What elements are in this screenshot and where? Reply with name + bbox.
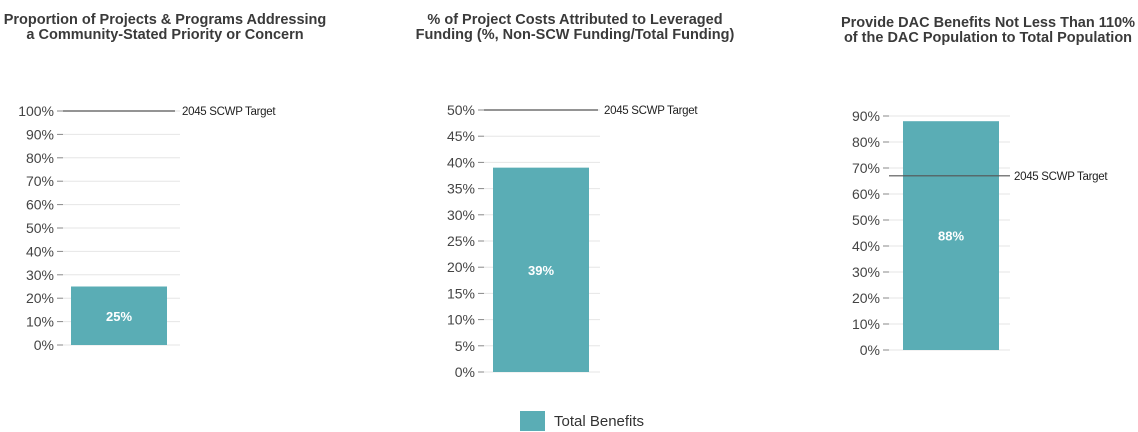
bar-total-benefits <box>493 167 589 372</box>
bar-total-benefits <box>903 121 999 350</box>
y-tick-label: 90% <box>852 108 880 124</box>
y-tick-label: 100% <box>18 103 54 119</box>
y-tick-label: 30% <box>26 267 54 283</box>
y-tick-label: 25% <box>447 233 475 249</box>
y-tick-label: 50% <box>852 212 880 228</box>
bar-value-label: 39% <box>528 263 554 278</box>
y-tick-label: 40% <box>26 243 54 259</box>
y-tick-label: 70% <box>26 173 54 189</box>
y-tick-label: 10% <box>852 316 880 332</box>
y-tick-label: 20% <box>852 290 880 306</box>
y-tick-label: 40% <box>852 238 880 254</box>
target-label: 2045 SCWP Target <box>1014 171 1108 183</box>
chart-title-2: % of Project Costs Attributed to Leverag… <box>415 12 735 43</box>
y-tick-label: 80% <box>852 134 880 150</box>
target-label: 2045 SCWP Target <box>604 105 698 117</box>
y-tick-label: 60% <box>852 186 880 202</box>
bar-value-label: 88% <box>938 229 964 244</box>
y-tick-label: 0% <box>34 337 54 353</box>
y-tick-label: 90% <box>26 126 54 142</box>
legend-label: Total Benefits <box>554 412 645 430</box>
bar-value-label: 25% <box>106 309 132 324</box>
chart-title-3: Provide DAC Benefits Not Less Than 110% … <box>840 15 1136 46</box>
legend: Total Benefits <box>520 410 644 432</box>
legend-swatch <box>520 411 545 431</box>
y-tick-label: 20% <box>26 290 54 306</box>
y-tick-label: 20% <box>447 259 475 275</box>
y-tick-label: 0% <box>455 364 475 380</box>
y-tick-label: 30% <box>447 207 475 223</box>
y-tick-label: 5% <box>455 338 475 354</box>
y-tick-label: 80% <box>26 150 54 166</box>
chart-title-1: Proportion of Projects & Programs Addres… <box>3 12 327 43</box>
y-tick-label: 60% <box>26 197 54 213</box>
y-tick-label: 30% <box>852 264 880 280</box>
y-tick-label: 0% <box>860 342 880 358</box>
y-tick-label: 10% <box>447 312 475 328</box>
y-tick-label: 40% <box>447 154 475 170</box>
y-tick-label: 15% <box>447 285 475 301</box>
y-tick-label: 10% <box>26 314 54 330</box>
y-tick-label: 50% <box>26 220 54 236</box>
bar-total-benefits <box>71 286 167 345</box>
y-tick-label: 70% <box>852 160 880 176</box>
y-tick-label: 50% <box>447 102 475 118</box>
target-label: 2045 SCWP Target <box>182 106 276 118</box>
y-tick-label: 45% <box>447 128 475 144</box>
y-tick-label: 35% <box>447 181 475 197</box>
